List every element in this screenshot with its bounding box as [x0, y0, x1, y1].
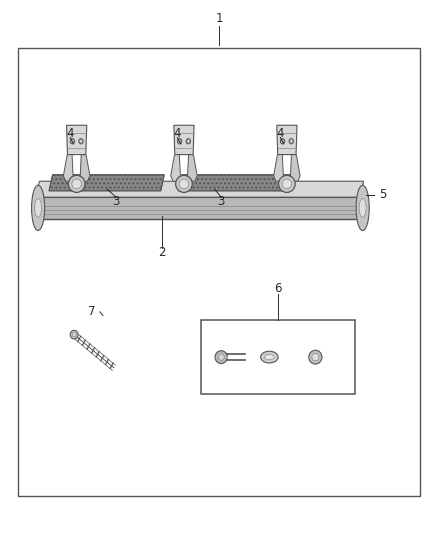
Polygon shape: [171, 150, 180, 181]
Polygon shape: [187, 150, 197, 181]
Bar: [201, 320, 355, 394]
Ellipse shape: [80, 140, 82, 142]
Ellipse shape: [68, 175, 85, 192]
Ellipse shape: [261, 351, 278, 363]
Ellipse shape: [71, 140, 74, 142]
Text: 4: 4: [173, 127, 181, 140]
Ellipse shape: [280, 139, 285, 144]
Ellipse shape: [279, 175, 295, 192]
Polygon shape: [290, 150, 300, 181]
Bar: [18, 48, 420, 496]
Text: 6: 6: [274, 282, 282, 295]
Ellipse shape: [179, 179, 189, 189]
Text: 4: 4: [276, 127, 284, 140]
Ellipse shape: [187, 140, 189, 142]
Ellipse shape: [179, 140, 181, 142]
Polygon shape: [178, 175, 293, 191]
Ellipse shape: [177, 139, 182, 144]
Polygon shape: [36, 181, 364, 197]
Ellipse shape: [290, 140, 292, 142]
Ellipse shape: [215, 351, 227, 364]
Ellipse shape: [282, 140, 284, 142]
Polygon shape: [64, 150, 73, 181]
Ellipse shape: [312, 353, 319, 361]
Polygon shape: [80, 150, 90, 181]
Ellipse shape: [79, 139, 83, 144]
Ellipse shape: [265, 354, 274, 360]
Polygon shape: [274, 150, 283, 181]
Text: 2: 2: [158, 246, 166, 259]
Ellipse shape: [186, 139, 191, 144]
Polygon shape: [67, 125, 87, 155]
Text: 5: 5: [380, 188, 387, 201]
Text: 3: 3: [113, 195, 120, 208]
Ellipse shape: [70, 139, 74, 144]
Ellipse shape: [72, 179, 81, 189]
Ellipse shape: [309, 350, 322, 364]
Text: 7: 7: [88, 305, 96, 318]
Polygon shape: [49, 175, 164, 191]
Ellipse shape: [176, 175, 192, 192]
Text: 4: 4: [66, 127, 74, 140]
Ellipse shape: [282, 179, 292, 189]
Text: 3: 3: [218, 195, 225, 208]
Polygon shape: [36, 197, 360, 219]
Polygon shape: [277, 125, 297, 155]
Ellipse shape: [70, 330, 78, 339]
Ellipse shape: [35, 199, 42, 217]
Ellipse shape: [32, 185, 45, 231]
Ellipse shape: [72, 333, 76, 337]
Ellipse shape: [359, 199, 366, 217]
Ellipse shape: [289, 139, 293, 144]
Ellipse shape: [218, 354, 224, 360]
Polygon shape: [174, 125, 194, 155]
Ellipse shape: [356, 185, 369, 231]
Text: 1: 1: [215, 12, 223, 25]
